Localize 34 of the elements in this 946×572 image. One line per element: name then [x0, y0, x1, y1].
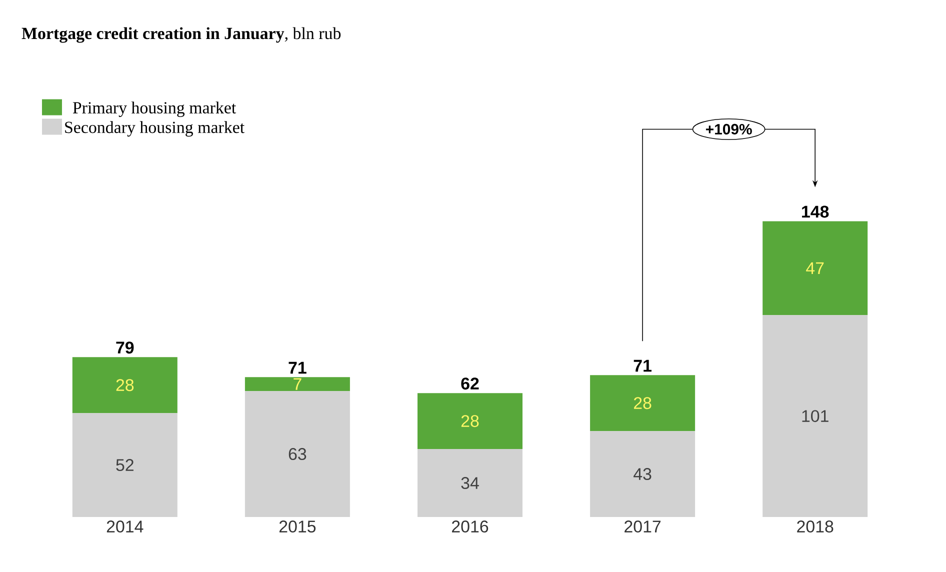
bar [244, 391, 350, 517]
legend-label: Primary housing market [72, 102, 236, 117]
total-label: 148 [802, 206, 829, 218]
text: +109% [706, 124, 752, 135]
x-tick-label: 2018 [797, 520, 834, 533]
data-label: 28 [461, 415, 479, 428]
data-label: 28 [634, 397, 652, 410]
bar [762, 315, 868, 517]
data-label: 7 [294, 378, 302, 390]
x-tick-label: 2017 [624, 520, 661, 533]
data-label: 52 [116, 459, 134, 472]
data-label: 47 [806, 262, 824, 274]
x-tick-label: 2014 [106, 520, 144, 533]
bar [72, 413, 178, 517]
data-label: 43 [634, 468, 652, 480]
bar [418, 449, 523, 517]
total-label: 71 [288, 362, 306, 374]
bar [590, 375, 696, 432]
data-label: 63 [288, 448, 306, 460]
bar [590, 431, 696, 517]
data-label: 28 [116, 379, 134, 392]
total-label: 79 [116, 342, 134, 354]
legend-label: Secondary housing market [65, 121, 245, 137]
chart-title: Mortgage credit creation in January, bln rub [22, 27, 341, 43]
bar [72, 357, 178, 414]
data-label: 101 [802, 410, 828, 422]
bar [762, 221, 868, 316]
total-label: 62 [461, 378, 479, 390]
total-label: 71 [634, 360, 652, 372]
bar [244, 377, 350, 392]
x-tick-label: 2015 [279, 520, 316, 533]
data-label: 34 [461, 477, 479, 490]
bar [418, 393, 523, 450]
x-tick-label: 2016 [452, 520, 488, 533]
